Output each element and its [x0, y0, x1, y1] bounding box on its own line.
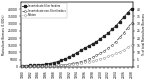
- Invertebrate non-filter feeders: [45, 66, 47, 67]
- Invertebrate filter feeders: [33, 65, 35, 66]
- Nekton: [92, 60, 94, 61]
- Invertebrate non-filter feeders: [41, 66, 43, 67]
- Invertebrate filter feeders: [49, 63, 51, 64]
- Legend: Invertebrate filter feeders, Invertebrate non-filter feeders, Nekton: Invertebrate filter feeders, Invertebrat…: [21, 3, 67, 18]
- Invertebrate filter feeders: [111, 29, 113, 30]
- Invertebrate non-filter feeders: [96, 55, 97, 56]
- Invertebrate non-filter feeders: [111, 45, 113, 46]
- Nekton: [99, 58, 101, 59]
- Y-axis label: % of total Mariculture Biomass: % of total Mariculture Biomass: [142, 14, 146, 55]
- Nekton: [111, 55, 113, 56]
- Nekton: [127, 47, 128, 48]
- Nekton: [61, 65, 62, 66]
- Nekton: [96, 59, 97, 60]
- Nekton: [107, 56, 109, 57]
- Invertebrate non-filter feeders: [131, 22, 132, 23]
- Invertebrate filter feeders: [99, 38, 101, 39]
- Invertebrate filter feeders: [115, 25, 117, 26]
- Nekton: [49, 65, 51, 66]
- Nekton: [22, 66, 23, 67]
- Nekton: [84, 62, 86, 63]
- Invertebrate non-filter feeders: [57, 65, 58, 66]
- Invertebrate filter feeders: [107, 33, 109, 34]
- Nekton: [103, 57, 105, 58]
- Invertebrate non-filter feeders: [92, 57, 94, 58]
- Nekton: [53, 65, 54, 66]
- Invertebrate non-filter feeders: [80, 61, 82, 62]
- Invertebrate non-filter feeders: [68, 64, 70, 65]
- Nekton: [131, 44, 132, 45]
- Nekton: [64, 64, 66, 65]
- Invertebrate non-filter feeders: [53, 65, 54, 66]
- Invertebrate non-filter feeders: [72, 63, 74, 64]
- Nekton: [37, 66, 39, 67]
- Invertebrate non-filter feeders: [64, 64, 66, 65]
- Invertebrate filter feeders: [57, 61, 58, 62]
- Y-axis label: Mariculture Biomass (1 000 t): Mariculture Biomass (1 000 t): [2, 14, 6, 55]
- Nekton: [25, 66, 27, 67]
- Line: Invertebrate filter feeders: Invertebrate filter feeders: [21, 8, 132, 67]
- Invertebrate non-filter feeders: [25, 66, 27, 67]
- Invertebrate filter feeders: [131, 8, 132, 9]
- Invertebrate non-filter feeders: [22, 66, 23, 67]
- Invertebrate filter feeders: [92, 43, 94, 44]
- Nekton: [123, 49, 125, 50]
- Nekton: [80, 62, 82, 63]
- Nekton: [72, 64, 74, 65]
- Invertebrate filter feeders: [25, 65, 27, 66]
- Invertebrate filter feeders: [123, 17, 125, 18]
- Invertebrate filter feeders: [103, 35, 105, 36]
- Line: Invertebrate non-filter feeders: Invertebrate non-filter feeders: [21, 22, 132, 68]
- Invertebrate non-filter feeders: [107, 48, 109, 49]
- Invertebrate non-filter feeders: [84, 60, 86, 61]
- Invertebrate non-filter feeders: [29, 66, 31, 67]
- Nekton: [88, 61, 90, 62]
- Line: Nekton: Nekton: [21, 44, 132, 67]
- Invertebrate filter feeders: [76, 52, 78, 53]
- Invertebrate non-filter feeders: [119, 37, 121, 38]
- Nekton: [33, 66, 35, 67]
- Invertebrate filter feeders: [22, 65, 23, 66]
- Invertebrate filter feeders: [84, 48, 86, 49]
- Invertebrate filter feeders: [80, 50, 82, 51]
- Nekton: [29, 66, 31, 67]
- Invertebrate filter feeders: [119, 21, 121, 22]
- Nekton: [119, 51, 121, 52]
- Nekton: [76, 63, 78, 64]
- Invertebrate non-filter feeders: [123, 33, 125, 34]
- Invertebrate filter feeders: [45, 64, 47, 65]
- Invertebrate filter feeders: [72, 55, 74, 56]
- Invertebrate filter feeders: [68, 57, 70, 58]
- Nekton: [41, 66, 43, 67]
- Invertebrate non-filter feeders: [76, 62, 78, 63]
- Invertebrate filter feeders: [64, 58, 66, 59]
- Invertebrate non-filter feeders: [37, 66, 39, 67]
- Nekton: [68, 64, 70, 65]
- Invertebrate filter feeders: [61, 60, 62, 61]
- Invertebrate filter feeders: [29, 65, 31, 66]
- Invertebrate non-filter feeders: [33, 66, 35, 67]
- Invertebrate filter feeders: [37, 64, 39, 65]
- Nekton: [57, 65, 58, 66]
- Invertebrate non-filter feeders: [99, 53, 101, 54]
- Invertebrate non-filter feeders: [61, 65, 62, 66]
- Invertebrate non-filter feeders: [103, 51, 105, 52]
- Invertebrate filter feeders: [53, 62, 54, 63]
- Nekton: [115, 53, 117, 54]
- Invertebrate filter feeders: [41, 64, 43, 65]
- Invertebrate filter feeders: [127, 12, 128, 13]
- Invertebrate non-filter feeders: [88, 59, 90, 60]
- Invertebrate filter feeders: [96, 41, 97, 42]
- Invertebrate non-filter feeders: [115, 41, 117, 42]
